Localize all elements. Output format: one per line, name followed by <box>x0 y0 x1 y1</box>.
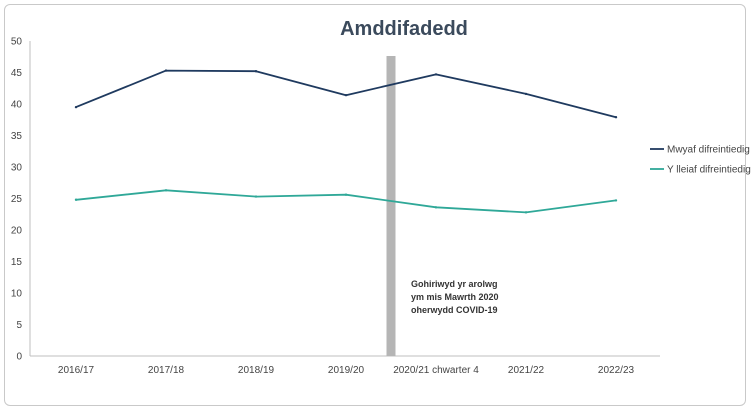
y-tick-label: 30 <box>11 163 23 174</box>
x-tick-label: 2016/17 <box>58 365 95 376</box>
y-axis: 0 5 10 15 20 25 30 35 40 45 50 <box>11 37 31 363</box>
x-tick-label: 2018/19 <box>238 365 275 376</box>
y-tick-label: 50 <box>11 37 23 48</box>
data-point <box>344 93 348 97</box>
data-point <box>524 211 528 214</box>
data-point <box>254 70 258 73</box>
x-tick-label: 2021/22 <box>508 365 545 376</box>
x-tick-label: 2017/18 <box>148 365 185 376</box>
x-tick-label: 2019/20 <box>328 365 365 376</box>
series-group <box>74 69 618 214</box>
covid-note-line: ym mis Mawrth 2020 <box>411 292 499 302</box>
y-tick-label: 35 <box>11 131 23 142</box>
y-tick-label: 10 <box>11 289 23 300</box>
y-tick-label: 20 <box>11 226 23 237</box>
y-tick-label: 15 <box>11 257 23 268</box>
x-tick-label: 2022/23 <box>598 365 635 376</box>
covid-note-line: oherwydd COVID-19 <box>411 305 498 315</box>
series-line-1 <box>75 69 617 119</box>
chart-title: Amddifadedd <box>340 18 468 40</box>
covid-note-line: Gohiriwyd yr arolwg <box>411 279 498 289</box>
y-tick-label: 45 <box>11 68 23 79</box>
data-point <box>434 73 438 76</box>
data-point <box>164 189 168 192</box>
data-point <box>164 69 168 72</box>
data-point <box>74 105 78 109</box>
chart-frame <box>4 4 746 406</box>
y-tick-label: 0 <box>16 352 22 363</box>
data-point <box>74 198 78 201</box>
data-point <box>614 199 618 202</box>
x-axis: 2016/17 2017/18 2018/19 2019/20 2020/21 chwa… <box>30 355 660 376</box>
data-point <box>434 206 438 209</box>
covid-gap: Gohiriwyd yr arolwg ym mis Mawrth 2020 ohe… <box>386 56 499 356</box>
data-point <box>344 193 348 196</box>
legend-label: Mwyaf difreintiedig <box>667 145 750 156</box>
y-tick-label: 5 <box>16 320 22 331</box>
data-point <box>524 92 528 96</box>
y-tick-label: 25 <box>11 194 23 205</box>
data-point <box>614 116 618 119</box>
legend: Mwyaf difreintiedig Y lleiaf difreintiedi… <box>650 145 751 176</box>
y-tick-label: 40 <box>11 100 23 111</box>
covid-gap-bar <box>386 56 396 356</box>
x-tick-label: 2020/21 chwarter 4 <box>393 365 479 376</box>
legend-label: Y lleiaf difreintiedig <box>667 165 751 176</box>
data-point <box>254 195 258 198</box>
